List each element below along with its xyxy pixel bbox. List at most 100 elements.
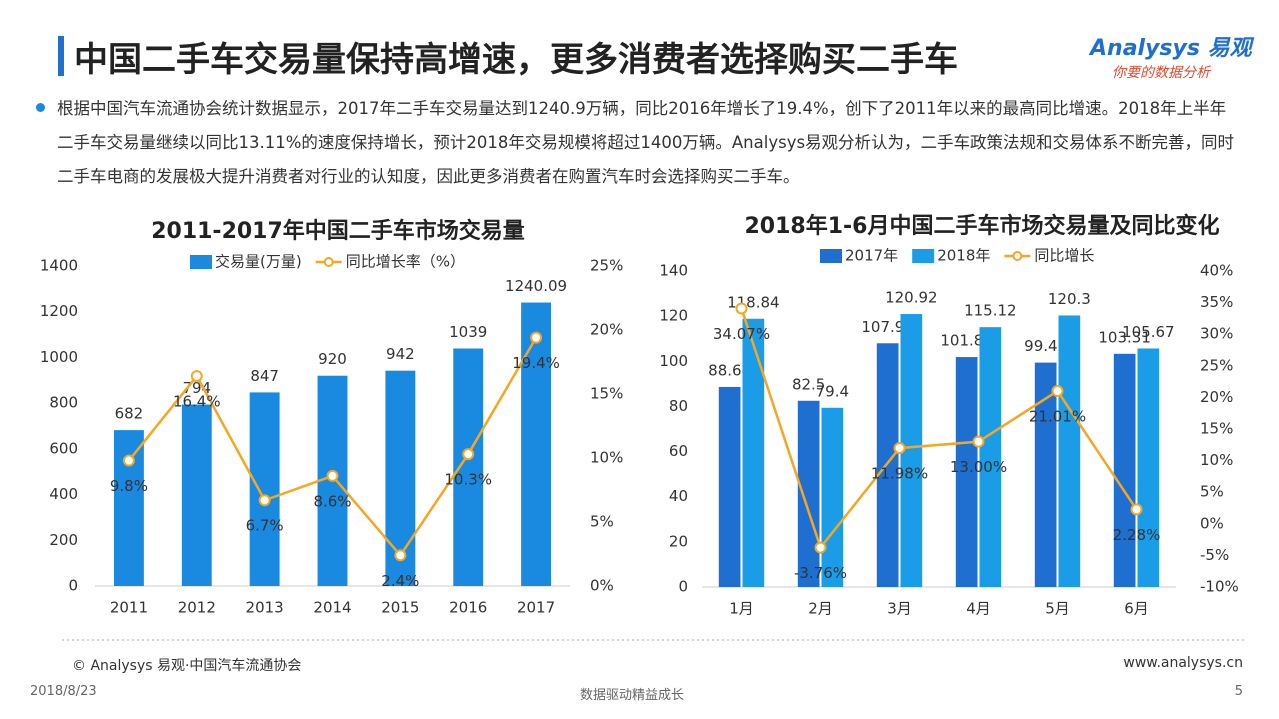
bar [1137, 348, 1160, 587]
bar [797, 400, 820, 587]
line-marker [1051, 385, 1064, 398]
bar-value-label: 79.4 [816, 382, 849, 400]
x-tick-label: 2015 [381, 599, 419, 617]
y2-tick-label: -10% [1200, 578, 1239, 596]
line-marker [1130, 503, 1143, 516]
x-tick-label: 2013 [246, 599, 284, 617]
y2-tick-label: 5% [590, 513, 614, 531]
x-tick-label: 2017 [517, 599, 555, 617]
line-value-label: 2.28% [1113, 526, 1161, 544]
y-tick-label: 200 [49, 531, 78, 549]
motto: 数据驱动精益成长 [580, 688, 685, 703]
bar-value-label: 942 [386, 345, 415, 363]
y2-tick-label: 15% [590, 385, 623, 403]
y-tick-label: 40 [669, 487, 688, 505]
bar [113, 430, 144, 586]
y-tick-label: 60 [669, 442, 688, 460]
legend-label: 2017年 [845, 247, 898, 265]
bar [181, 404, 212, 586]
line-value-label: 2.4% [381, 572, 419, 590]
page-title: 中国二手车交易量保持高增速，更多消费者选择购买二手车 [74, 40, 958, 80]
line-value-label: 9.8% [110, 477, 148, 495]
line-marker [814, 541, 827, 554]
line-marker [893, 442, 906, 455]
x-tick-label: 6月 [1124, 600, 1149, 618]
line-value-label: 10.3% [444, 471, 492, 489]
bullet [36, 103, 45, 112]
x-tick-label: 2014 [313, 599, 351, 617]
line-value-label: 8.6% [313, 492, 351, 510]
bar [955, 357, 978, 587]
bar [876, 343, 899, 587]
y2-tick-label: 0% [590, 577, 614, 595]
x-tick-label: 4月 [966, 600, 991, 618]
x-tick-label: 2月 [808, 600, 833, 618]
line-value-label: 19.4% [512, 354, 560, 372]
bar-value-label: 105.67 [1122, 323, 1175, 341]
y2-tick-label: 20% [590, 321, 623, 339]
bar [1058, 315, 1081, 587]
line [740, 308, 1138, 551]
y2-tick-label: 5% [1200, 483, 1224, 501]
bar [249, 392, 280, 586]
source: © Analysys 易观·中国汽车流通协会 [72, 658, 302, 674]
y-tick-label: 0 [678, 578, 688, 596]
line-value-label: 6.7% [246, 517, 284, 535]
y-tick-label: 1200 [40, 302, 78, 320]
bar [1034, 362, 1057, 587]
logo-brand: Analysys 易观 [1090, 36, 1252, 61]
y2-tick-label: 35% [1200, 293, 1233, 311]
line-marker [530, 331, 543, 344]
line-value-label: 21.01% [1029, 408, 1086, 426]
line-marker [326, 469, 339, 482]
legend-label: 交易量(万量) [215, 253, 302, 271]
chart-title: 2018年1-6月中国二手车市场交易量及同比变化 [745, 213, 1220, 239]
x-tick-label: 2016 [449, 599, 487, 617]
line-value-label: 13.00% [950, 458, 1007, 476]
bar [979, 327, 1002, 587]
line-marker [122, 454, 135, 467]
line-value-label: -3.76% [794, 564, 847, 582]
chart-title: 2011-2017年中国二手车市场交易量 [151, 218, 525, 244]
bar [742, 318, 765, 587]
legend-swatch [912, 249, 935, 263]
legend-label: 同比增长率（%） [346, 253, 465, 271]
bar [521, 302, 552, 586]
y2-tick-label: 10% [1200, 451, 1233, 469]
y-tick-label: 80 [669, 397, 688, 415]
x-tick-label: 5月 [1045, 600, 1070, 618]
y-tick-label: 120 [659, 307, 688, 325]
legend-marker [323, 257, 334, 267]
bar [1113, 353, 1136, 587]
y2-tick-label: 25% [1200, 356, 1233, 374]
line-marker [258, 494, 271, 507]
line-marker [190, 370, 203, 383]
y-tick-label: 0 [68, 577, 78, 595]
website: www.analysys.cn [1123, 655, 1243, 671]
y2-tick-label: 40% [1200, 262, 1233, 280]
bar-value-label: 99.41 [1024, 337, 1067, 355]
y-tick-label: 140 [659, 262, 688, 280]
y2-tick-label: 0% [1200, 514, 1224, 532]
line-marker [462, 448, 475, 461]
y-tick-label: 1400 [40, 257, 78, 275]
line-marker [972, 435, 985, 448]
legend-label: 同比增长 [1034, 247, 1094, 265]
bar [718, 386, 741, 587]
bar-value-label: 847 [250, 367, 279, 385]
page-number: 5 [1234, 684, 1243, 699]
bar [453, 348, 484, 586]
y2-tick-label: 10% [590, 449, 623, 467]
bar-value-label: 118.84 [727, 293, 780, 311]
x-tick-label: 2011 [110, 599, 148, 617]
bar-value-label: 103.31 [1098, 328, 1151, 346]
title-accent [58, 36, 64, 76]
bar-value-label: 88.64 [708, 361, 751, 379]
legend-swatch [190, 255, 212, 269]
y-tick-label: 600 [49, 439, 78, 457]
line-value-label: 16.4% [173, 393, 221, 411]
legend-marker [1012, 251, 1023, 261]
bar-value-label: 682 [115, 405, 144, 423]
